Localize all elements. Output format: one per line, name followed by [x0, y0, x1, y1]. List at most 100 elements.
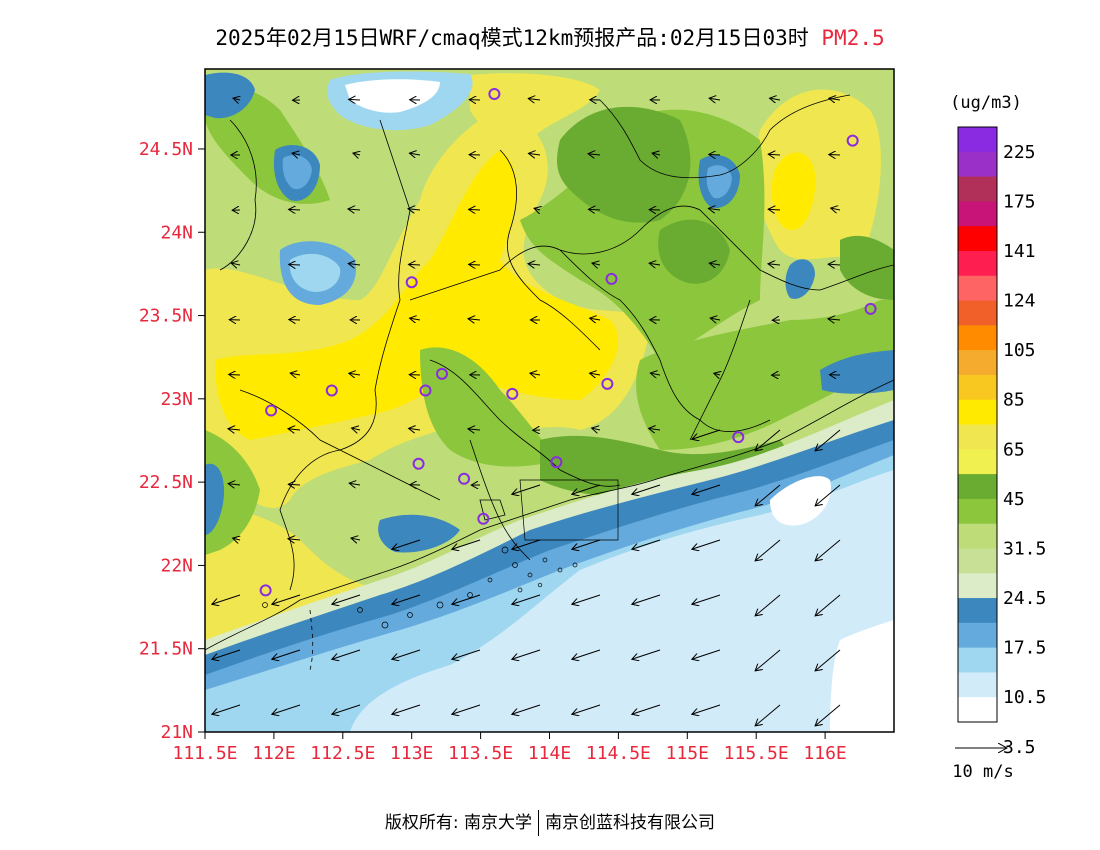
wind-arrow	[632, 704, 661, 714]
field-yellow-south	[205, 500, 380, 650]
wind-arrow	[588, 154, 601, 155]
title-species: PM2.5	[821, 26, 885, 50]
wind-arrow	[572, 649, 601, 659]
wind-arrow	[649, 428, 661, 430]
wind-arrow	[229, 374, 241, 375]
field-yellow-north	[470, 73, 600, 143]
wind-scale: 10 m/s	[952, 748, 1014, 782]
wind-arrow	[231, 263, 241, 265]
legend-swatch	[958, 325, 997, 351]
wind-arrow	[349, 483, 361, 485]
wind-arrow	[632, 649, 661, 659]
wind-arrow	[709, 154, 721, 155]
wind-arrow	[649, 263, 661, 265]
lon-tick-label: 111.5E	[172, 743, 237, 764]
wind-arrow	[212, 594, 241, 604]
wind-arrow	[710, 318, 721, 320]
wind-arrow	[632, 484, 661, 494]
legend-swatch	[958, 127, 997, 153]
wind-arrow	[212, 649, 241, 659]
wind-arrow	[815, 649, 841, 671]
wind-arrow	[349, 373, 361, 375]
legend-swatch	[958, 672, 997, 698]
wind-arrow	[755, 649, 781, 671]
legend-swatch	[958, 374, 997, 401]
wind-arrow	[828, 319, 841, 320]
lon-tick-label: 112E	[252, 743, 295, 764]
wind-arrow	[351, 538, 361, 540]
legend-swatch	[958, 250, 997, 277]
wind-arrow	[530, 373, 541, 375]
wind-arrow	[332, 649, 361, 659]
lon-tick-label: 112.5E	[310, 743, 375, 764]
wind-arrow	[348, 264, 361, 265]
wind-arrow	[408, 209, 421, 210]
legend-label: 10.5	[1003, 687, 1046, 708]
legend-label: 141	[1003, 241, 1036, 262]
wind-arrow	[709, 263, 721, 265]
footer-separator	[538, 810, 540, 836]
lat-tick-label: 24N	[160, 222, 193, 243]
wind-arrow	[512, 594, 541, 604]
lat-tick-label: 22.5N	[139, 472, 193, 493]
wind-arrow	[452, 704, 481, 714]
legend-label: 124	[1003, 291, 1036, 312]
station-marker	[405, 276, 418, 289]
station-marker	[601, 377, 614, 390]
color-legend: (ug/m3) 225 175 141 124 105 85 65 45 31.5 24.5 17.…	[950, 93, 1046, 758]
wind-arrow	[755, 429, 781, 451]
wind-arrow	[815, 484, 841, 506]
wind-arrow	[289, 209, 301, 210]
wind-arrow	[409, 153, 421, 155]
legend-label: 17.5	[1003, 638, 1046, 659]
wind-arrow	[755, 594, 781, 616]
wind-arrow	[512, 539, 541, 549]
wind-arrow	[590, 373, 601, 375]
wind-arrow	[233, 98, 240, 100]
legend-swatch	[958, 151, 997, 177]
legend-swatch	[958, 399, 997, 425]
lon-tick-label: 114.5E	[586, 743, 651, 764]
legend-swatch	[958, 647, 997, 673]
legend-label: 105	[1003, 340, 1036, 361]
wind-arrow	[650, 373, 661, 375]
lon-tick-label: 114E	[528, 743, 571, 764]
wind-arrow	[592, 263, 601, 265]
wind-arrow	[692, 649, 721, 659]
legend-swatch	[958, 697, 997, 723]
station-marker	[864, 302, 877, 315]
legend-label: 31.5	[1003, 538, 1046, 559]
legend-swatch	[958, 573, 997, 599]
station-marker	[732, 431, 745, 444]
wind-arrow	[572, 484, 601, 494]
wind-arrow	[692, 594, 721, 604]
legend-swatch	[958, 474, 997, 500]
wind-arrow	[409, 264, 421, 265]
wind-arrow	[831, 208, 841, 210]
wind-arrow	[572, 704, 601, 714]
lon-tick-label: 115.5E	[724, 743, 789, 764]
station-marker	[325, 384, 338, 397]
wind-arrow	[332, 704, 361, 714]
legend-swatch	[958, 300, 997, 326]
wind-arrow	[534, 208, 540, 210]
station-marker	[477, 512, 490, 525]
wind-arrow	[572, 594, 601, 604]
legend-swatch	[958, 350, 997, 376]
lat-tick-label: 24.5N	[139, 139, 193, 160]
field-yellow-core	[215, 150, 619, 440]
legend-swatch	[958, 176, 997, 202]
wind-arrow	[815, 594, 841, 616]
legend-swatch	[958, 275, 997, 301]
station-marker	[506, 387, 519, 400]
legend-frame	[957, 126, 998, 723]
wind-arrow	[815, 704, 841, 726]
station-marker	[458, 472, 471, 485]
legend-swatch	[958, 622, 997, 649]
wind-arrow	[755, 484, 781, 506]
wind-arrow	[452, 539, 481, 549]
wind-arrow	[212, 704, 241, 714]
legend-swatch	[958, 201, 997, 227]
legend-unit: (ug/m3)	[950, 93, 1022, 113]
legend-swatch	[958, 226, 997, 252]
